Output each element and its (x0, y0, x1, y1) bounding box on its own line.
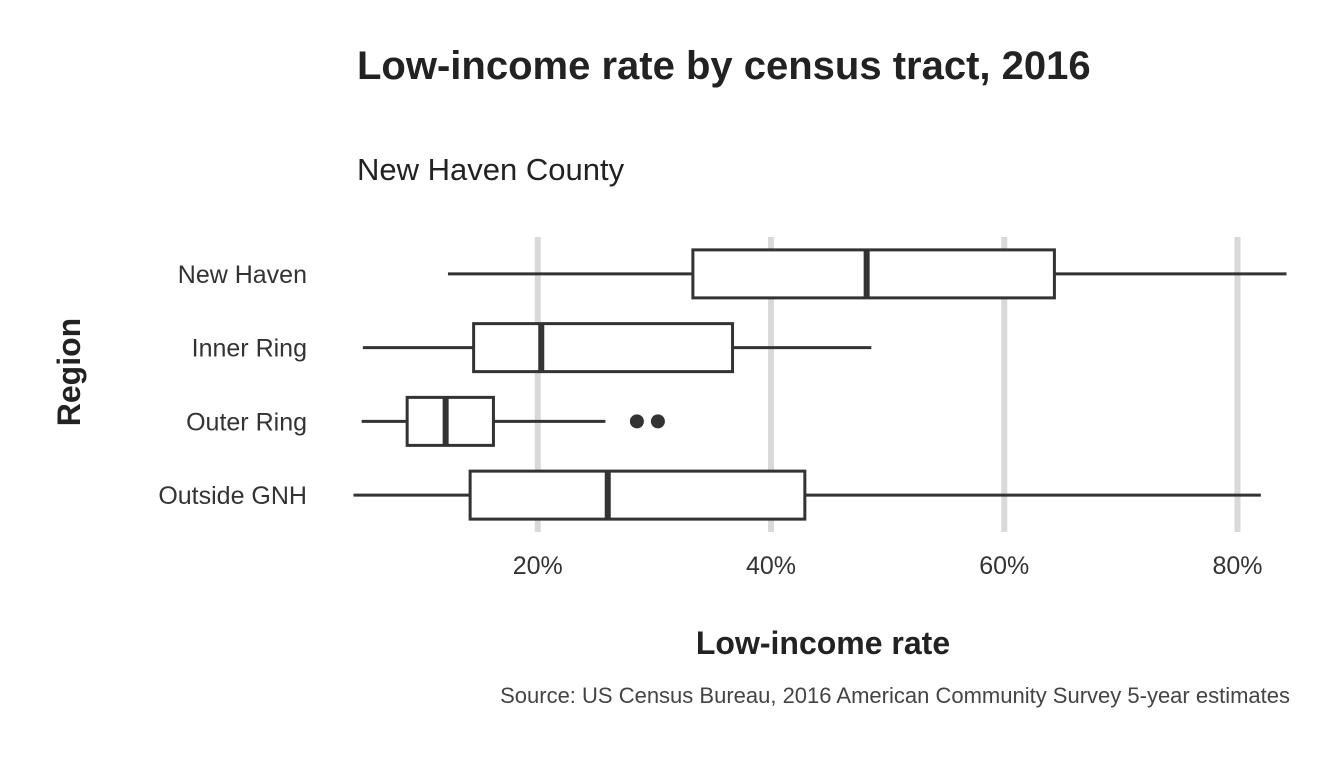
x-tick-labels: 20% 40% 60% 80% (513, 552, 1263, 580)
y-tick-label: Outer Ring (186, 408, 307, 436)
chart-subtitle: New Haven County (357, 152, 625, 187)
x-axis-title: Low-income rate (696, 625, 950, 661)
box-iqr (405, 395, 495, 447)
x-tick-label: 20% (513, 552, 563, 580)
outlier-point (629, 414, 644, 429)
chart-caption: Source: US Census Bureau, 2016 American … (500, 683, 1290, 708)
outlier-point (650, 414, 665, 429)
x-tick-label: 40% (746, 552, 796, 580)
chart-title: Low-income rate by census tract, 2016 (357, 44, 1091, 88)
box-iqr (472, 322, 735, 374)
y-tick-label: Outside GNH (158, 482, 307, 510)
x-tick-label: 60% (979, 552, 1029, 580)
boxes (353, 248, 1287, 521)
y-tick-label: Inner Ring (192, 335, 307, 363)
box-iqr (691, 248, 1056, 300)
box-iqr (468, 469, 807, 521)
y-tick-label: New Haven (178, 261, 307, 289)
y-axis-title: Region (51, 318, 87, 426)
y-tick-labels: New Haven Inner Ring Outer Ring Outside GNH (158, 261, 307, 510)
x-tick-label: 80% (1212, 552, 1262, 580)
